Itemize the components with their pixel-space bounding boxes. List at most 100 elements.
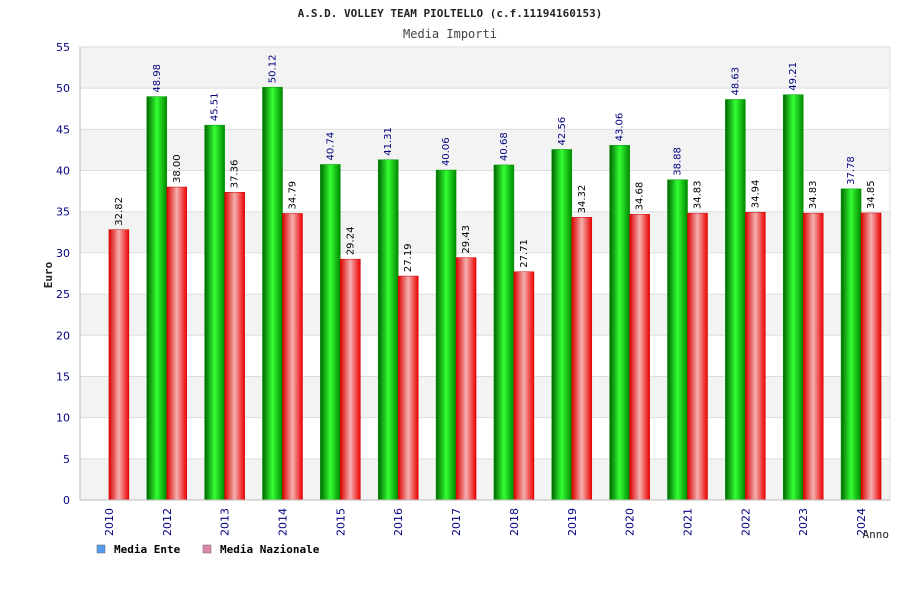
bar-media-ente-2021 [667,179,688,501]
y-axis-ticks: 0 5 10 15 20 25 30 35 40 45 50 55 [56,41,70,507]
x-tick-label: 2020 [624,508,637,536]
x-tick-label: 2016 [392,508,405,536]
plot-band [80,47,890,89]
data-label-media-ente-2014: 50.12 [268,55,279,84]
bar-media-ente-2022 [725,99,746,501]
bar-media-ente-2024 [840,188,862,501]
data-label-media-nazionale-2019: 34.32 [577,185,588,214]
bar-media-nazionale-2024 [860,212,882,501]
data-label-media-nazionale-2018: 27.71 [519,239,530,268]
data-label-media-nazionale-2021: 34.83 [693,180,704,209]
plot-band [80,458,890,500]
data-label-media-ente-2023: 49.21 [788,62,799,91]
bar-media-nazionale-2010 [108,229,130,501]
bar-media-nazionale-2015 [340,258,361,501]
data-label-media-ente-2019: 42.56 [557,117,568,146]
bar-media-ente-2017 [435,169,457,501]
chart-title: A.S.D. VOLLEY TEAM PIOLTELLO (c.f.111941… [298,7,603,20]
x-tick-label: 2023 [797,508,810,536]
data-label-media-nazionale-2015: 29.24 [345,227,356,256]
data-label-media-ente-2016: 41.31 [383,127,394,156]
data-label-media-ente-2018: 40.68 [499,132,510,161]
y-tick-label: 0 [63,494,70,507]
chart-subtitle: Media Importi [403,27,497,41]
data-label-media-ente-2021: 38.88 [673,147,684,176]
legend-label-media-nazionale: Media Nazionale [220,543,320,556]
plot-band [80,129,890,171]
x-tick-label: 2012 [161,508,174,536]
x-tick-label: 2017 [450,508,463,536]
plot-band [80,376,890,418]
data-label-media-nazionale-2024: 34.85 [866,180,877,209]
y-tick-label: 35 [56,206,70,219]
y-tick-label: 55 [56,41,70,54]
bars [108,86,882,501]
data-label-media-ente-2012: 48.98 [152,64,163,93]
data-label-media-nazionale-2012: 38.00 [172,154,183,183]
bar-media-nazionale-2023 [802,212,824,501]
y-tick-label: 10 [56,412,70,425]
data-label-media-ente-2024: 37.78 [846,156,857,185]
x-tick-label: 2013 [219,508,232,536]
data-label-media-ente-2022: 48.63 [730,67,741,96]
bar-media-nazionale-2014 [282,213,303,501]
y-axis-label: Euro [42,261,55,288]
bar-media-ente-2016 [377,159,399,501]
bar-media-ente-2012 [146,96,168,501]
y-tick-label: 25 [56,288,70,301]
data-label-media-nazionale-2010: 32.82 [114,197,125,226]
bar-media-nazionale-2017 [455,257,477,501]
bar-media-nazionale-2021 [687,212,708,501]
bar-media-ente-2019 [551,149,573,501]
bar-media-nazionale-2020 [629,214,650,501]
bar-media-ente-2020 [609,145,630,501]
legend-label-media-ente: Media Ente [114,543,181,556]
data-label-media-nazionale-2013: 37.36 [230,160,241,189]
y-tick-label: 20 [56,329,70,342]
data-label-media-nazionale-2022: 34.94 [750,180,761,209]
y-tick-label: 5 [63,453,70,466]
legend-swatch-media-ente [96,544,106,554]
plot-area [80,47,890,500]
data-label-media-nazionale-2023: 34.83 [808,180,819,209]
x-tick-label: 2024 [855,508,868,536]
bar-media-nazionale-2013 [224,192,245,501]
y-tick-label: 45 [56,123,70,136]
x-tick-label: 2018 [508,508,521,536]
data-label-media-ente-2015: 40.74 [325,132,336,161]
bar-media-ente-2023 [782,94,804,501]
data-label-media-ente-2013: 45.51 [210,93,221,122]
bar-media-nazionale-2018 [513,271,535,501]
y-tick-label: 30 [56,247,70,260]
x-tick-label: 2021 [682,508,695,536]
x-tick-label: 2014 [277,508,290,536]
x-tick-label: 2010 [103,508,116,536]
legend: Media Ente Media Nazionale [96,543,320,556]
y-tick-label: 50 [56,82,70,95]
data-label-media-ente-2017: 40.06 [441,137,452,166]
bar-media-ente-2018 [493,164,515,501]
plot-band [80,211,890,253]
legend-swatch-media-nazionale [202,544,212,554]
bar-media-nazionale-2012 [166,186,188,501]
plot-bands [80,47,890,500]
x-tick-label: 2022 [739,508,752,536]
bar-media-nazionale-2019 [571,217,593,501]
x-axis-label: Anno [863,528,890,541]
bar-media-ente-2013 [204,124,225,501]
x-axis-ticks: 2010 2012 2013 2014 2015 2016 2017 2018 2019 2020… [103,508,868,536]
data-label-media-nazionale-2016: 27.19 [403,243,414,272]
data-labels: 32.82 48.98 38.00 45.51 37.36 50.12 34.79 40.74… [114,55,877,273]
bar-media-ente-2015 [320,164,341,501]
x-tick-label: 2019 [566,508,579,536]
bar-media-nazionale-2016 [397,275,419,501]
data-label-media-nazionale-2017: 29.43 [461,225,472,254]
data-label-media-nazionale-2014: 34.79 [288,181,299,210]
plot-band [80,294,890,336]
y-tick-label: 40 [56,165,70,178]
bar-media-nazionale-2022 [745,211,766,501]
bar-media-ente-2014 [262,86,283,501]
y-tick-label: 15 [56,370,70,383]
data-label-media-ente-2020: 43.06 [615,113,626,142]
